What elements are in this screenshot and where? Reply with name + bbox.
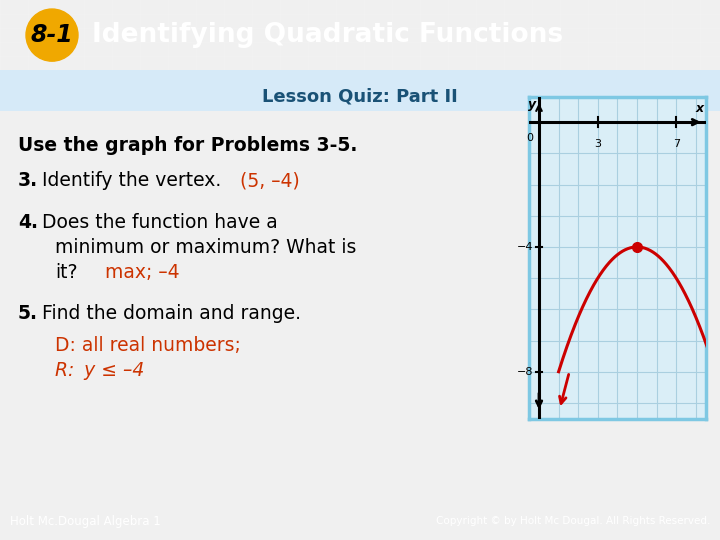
Text: D: all real numbers;: D: all real numbers; [55, 336, 241, 355]
Text: it?: it? [55, 263, 78, 282]
Text: Identify the vertex.: Identify the vertex. [42, 171, 221, 190]
Text: 4.: 4. [18, 213, 38, 232]
Text: Does the function have a: Does the function have a [42, 213, 278, 232]
Text: max; –4: max; –4 [105, 263, 179, 282]
Text: Lesson Quiz: Part II: Lesson Quiz: Part II [262, 87, 458, 105]
Text: Find the domain and range.: Find the domain and range. [42, 304, 301, 323]
Text: minimum or maximum? What is: minimum or maximum? What is [55, 238, 356, 257]
FancyBboxPatch shape [0, 70, 720, 111]
Circle shape [26, 9, 78, 61]
Text: 8-1: 8-1 [31, 23, 73, 47]
Text: 3: 3 [594, 139, 601, 150]
Text: Identifying Quadratic Functions: Identifying Quadratic Functions [92, 22, 563, 48]
Text: −4: −4 [517, 242, 533, 252]
Text: Copyright © by Holt Mc Dougal. All Rights Reserved.: Copyright © by Holt Mc Dougal. All Right… [436, 516, 710, 526]
Text: R:  y ≤ –4: R: y ≤ –4 [55, 361, 144, 380]
Text: 3.: 3. [18, 171, 38, 190]
Text: Holt Mc.Dougal Algebra 1: Holt Mc.Dougal Algebra 1 [10, 515, 161, 528]
Text: Use the graph for Problems 3-5.: Use the graph for Problems 3-5. [18, 136, 357, 155]
Text: 5.: 5. [18, 304, 38, 323]
Text: y: y [528, 98, 536, 111]
Text: −8: −8 [517, 367, 533, 377]
Text: (5, –4): (5, –4) [240, 171, 300, 190]
Text: 0: 0 [526, 133, 533, 143]
Text: 7: 7 [672, 139, 680, 150]
Text: x: x [696, 102, 703, 114]
